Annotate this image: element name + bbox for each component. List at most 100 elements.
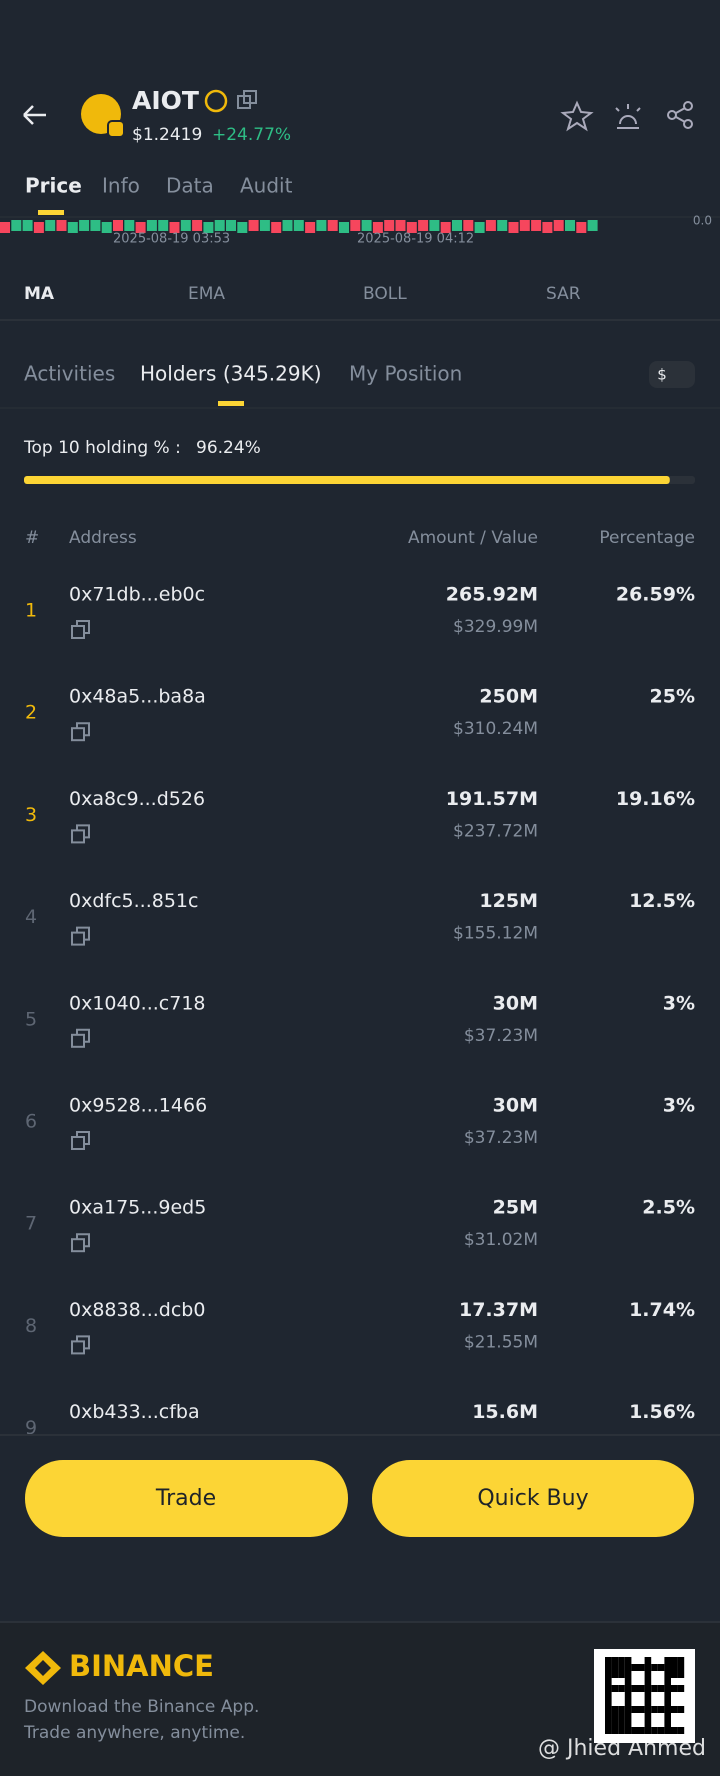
qr-cell (644, 1678, 652, 1685)
qr-cell (644, 1657, 652, 1664)
value: $155.12M (453, 924, 538, 944)
rank: 6 (25, 1111, 37, 1133)
address[interactable]: 0xa175...9ed5 (69, 1197, 206, 1219)
qr-cell (631, 1727, 638, 1734)
footer-line: Download the Binance App. (24, 1697, 259, 1717)
percentage: 25% (650, 686, 695, 708)
qr-cell (644, 1699, 652, 1706)
qr-cell (677, 1657, 685, 1664)
share-button[interactable] (667, 101, 693, 129)
qr-cell (624, 1685, 632, 1692)
qr-cell (611, 1685, 619, 1692)
indicator[interactable]: BOLL (363, 284, 407, 304)
qr-cell (677, 1706, 685, 1713)
qr-cell (624, 1699, 632, 1706)
qr-cell (644, 1692, 652, 1699)
address[interactable]: 0xb433...cfba (69, 1401, 200, 1423)
qr-cell (644, 1727, 652, 1734)
rank: 9 (25, 1417, 37, 1439)
candle (305, 222, 316, 233)
amount: 30M (493, 1095, 538, 1117)
qr-cell (671, 1664, 678, 1671)
qr-cell (624, 1727, 632, 1734)
tab[interactable]: Audit (240, 174, 293, 198)
qr-cell (664, 1678, 671, 1685)
qr-cell (644, 1713, 652, 1720)
qr-cell (644, 1706, 652, 1713)
percentage: 12.5% (629, 890, 695, 912)
candle (259, 220, 270, 231)
address[interactable]: 0x48a5...ba8a (69, 686, 206, 708)
qr-cell (611, 1720, 619, 1727)
price-change: +24.77% (212, 125, 291, 145)
footer-line: Trade anywhere, anytime. (23, 1723, 245, 1743)
subtab[interactable]: My Position (349, 362, 462, 386)
amount: 15.6M (472, 1401, 538, 1423)
indicator[interactable]: SAR (546, 284, 581, 304)
candle (553, 220, 564, 231)
indicator[interactable]: EMA (188, 284, 225, 304)
alert-button[interactable] (615, 104, 641, 129)
qr-cell (671, 1706, 678, 1713)
qr-cell (664, 1657, 671, 1664)
trade-button[interactable] (25, 1460, 348, 1537)
qr-cell (605, 1706, 612, 1713)
candle (135, 222, 146, 233)
address[interactable]: 0x9528...1466 (69, 1095, 207, 1117)
address[interactable]: 0x71db...eb0c (69, 584, 205, 606)
trade-label: Trade (155, 1486, 216, 1511)
address[interactable]: 0xa8c9...d526 (69, 788, 205, 810)
candle (226, 220, 236, 231)
quick-buy-button[interactable] (372, 1460, 694, 1537)
rank: 1 (25, 600, 37, 622)
amount: 30M (493, 992, 538, 1014)
qr-cell (624, 1657, 632, 1664)
subtab[interactable]: Holders (345.29K) (140, 362, 322, 386)
qr-cell (638, 1706, 645, 1713)
candle (113, 220, 123, 231)
value: $237.72M (453, 821, 538, 841)
rank: 2 (25, 702, 37, 724)
address[interactable]: 0x1040...c718 (69, 992, 206, 1014)
qr-cell (671, 1727, 678, 1734)
brand: BINANCE (69, 1649, 214, 1683)
percentage: 19.16% (616, 788, 695, 810)
tab[interactable]: Price (25, 174, 82, 198)
qr-cell (611, 1664, 619, 1671)
percentage: 1.74% (629, 1299, 695, 1321)
axis-label: 0.0 (693, 214, 712, 228)
subtab[interactable]: Activities (24, 362, 115, 386)
address[interactable]: 0xdfc5...851c (69, 890, 198, 912)
candle (361, 220, 372, 231)
candle (11, 220, 22, 231)
candle (248, 220, 259, 231)
candle (576, 222, 587, 233)
qr-cell (618, 1706, 625, 1713)
candle (67, 222, 78, 233)
percentage: 3% (663, 992, 695, 1014)
tab[interactable]: Info (102, 174, 140, 198)
amount: 17.37M (459, 1299, 538, 1321)
qr-cell (644, 1671, 652, 1678)
value: $21.55M (464, 1332, 538, 1352)
favorite-button[interactable] (560, 100, 594, 132)
back-button[interactable] (23, 105, 46, 125)
candle (124, 220, 135, 231)
indicator[interactable]: MA (24, 284, 55, 304)
qr-cell (605, 1699, 612, 1706)
currency-toggle[interactable] (649, 361, 695, 388)
candle (497, 220, 508, 231)
candle (293, 220, 304, 231)
top10-value: 96.24% (196, 438, 261, 458)
address[interactable]: 0x8838...dcb0 (69, 1299, 205, 1321)
qr-cell (657, 1685, 665, 1692)
tab[interactable]: Data (166, 174, 214, 198)
candle (587, 220, 598, 231)
amount: 250M (479, 686, 538, 708)
qr-cell (611, 1713, 619, 1720)
qr-cell (631, 1685, 638, 1692)
candle (0, 222, 10, 233)
alpha-badge (204, 89, 228, 113)
currency-symbol: $ (657, 366, 667, 384)
